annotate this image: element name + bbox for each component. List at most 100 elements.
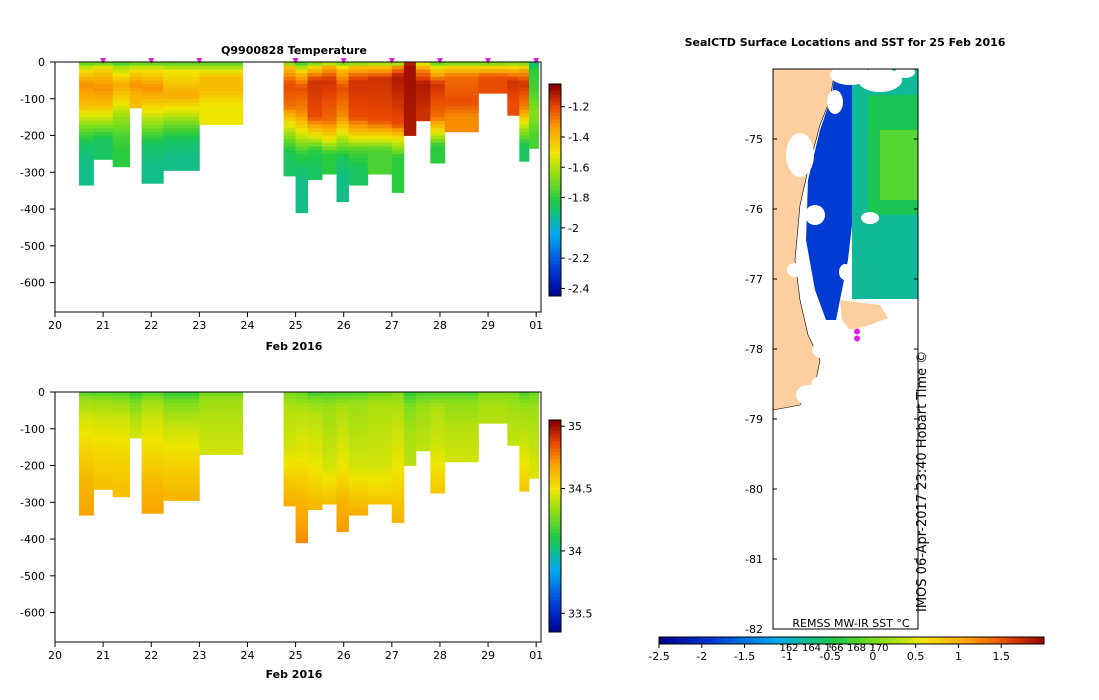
profile-cell [283, 168, 296, 173]
profile-cell [79, 403, 94, 408]
profile-cell [322, 458, 337, 463]
profile-cell [141, 469, 164, 474]
sst-map: SealCTD Surface Locations and SST for 25… [648, 36, 1045, 663]
colorbar-swatch [549, 200, 561, 205]
profile-cell [129, 406, 143, 411]
profile-cell [283, 472, 296, 477]
profile-cell [507, 73, 520, 78]
profile-cell [295, 120, 309, 125]
colorbar-swatch [817, 637, 824, 644]
profile-cell [199, 106, 244, 111]
profile-cell [430, 447, 446, 452]
colorbar-tick-label: -1.8 [568, 192, 589, 205]
profile-cell [163, 425, 200, 430]
profile-cell [322, 124, 337, 129]
profile-cell [391, 494, 405, 500]
profile-cell [391, 414, 405, 419]
profile-cell [93, 109, 114, 114]
profile-cell [367, 120, 393, 125]
profile-cell [403, 421, 417, 426]
profile-cell [79, 439, 94, 444]
profile-cell [336, 520, 349, 525]
profile-marker [196, 58, 203, 64]
profile-cell [322, 69, 337, 74]
colorbar-swatch [549, 610, 561, 615]
colorbar-swatch [549, 151, 561, 156]
profile-cell [295, 98, 309, 103]
profile-cell [391, 395, 405, 400]
profile-marker [388, 58, 395, 64]
profile-cell [79, 505, 94, 511]
profile-cell [322, 432, 337, 437]
profile-cell [403, 91, 417, 96]
profile-cell [93, 425, 114, 430]
profile-cell [112, 461, 130, 466]
profile-cell [79, 150, 94, 155]
profile-cell [507, 436, 520, 441]
colorbar-swatch [549, 518, 561, 523]
profile-cell [93, 62, 114, 67]
profile-cell [307, 146, 323, 151]
colorbar-swatch [549, 264, 561, 269]
profile-cell [79, 450, 94, 455]
profile-cell [93, 454, 114, 459]
profile-cell [307, 157, 323, 162]
colorbar-swatch [549, 543, 561, 548]
profile-cell [283, 98, 296, 103]
profile-cell [322, 428, 337, 433]
profile-cell [336, 436, 349, 441]
profile-cell [322, 483, 337, 488]
profile-cell [348, 168, 369, 173]
profile-column [163, 62, 200, 171]
profile-cell [430, 414, 446, 419]
profile-cell [430, 425, 446, 430]
profile-cell [322, 425, 337, 430]
profile-cell [528, 392, 539, 397]
profile-cell [403, 417, 417, 422]
profile-cell [519, 135, 530, 140]
profile-cell [295, 168, 309, 173]
profile-cell [283, 403, 296, 408]
profile-cell [112, 458, 130, 463]
profile-cell [403, 461, 417, 466]
profile-cell [391, 102, 405, 107]
profile-cell [322, 450, 337, 455]
profile-cell [141, 483, 164, 488]
profile-cell [93, 106, 114, 111]
profile-cell [430, 483, 446, 488]
profile-cell [322, 164, 337, 170]
profile-cell [141, 414, 164, 419]
profile-cell [478, 65, 508, 70]
colorbar-swatch [549, 253, 561, 258]
profile-cell [79, 172, 94, 177]
profile-cell [93, 414, 114, 419]
profile-cell [507, 84, 520, 89]
profile-cell [307, 502, 323, 507]
profile-cell [283, 131, 296, 136]
profile-cell [348, 73, 369, 78]
profile-cell [336, 458, 349, 463]
profile-cell [348, 476, 369, 481]
profile-cell [415, 80, 431, 85]
profile-cell [336, 483, 349, 488]
profile-cell [367, 117, 393, 122]
profile-cell [199, 76, 244, 81]
colorbar-swatch [549, 497, 561, 502]
profile-cell [336, 98, 349, 103]
profile-cell [444, 91, 479, 96]
profile-cell [336, 128, 349, 133]
profile-cell [295, 399, 309, 404]
profile-cell [336, 175, 349, 181]
profile-cell [336, 417, 349, 422]
profile-cell [348, 106, 369, 111]
profile-cell [307, 120, 323, 125]
profile-cell [367, 476, 393, 481]
profile-cell [430, 439, 446, 444]
profile-cell [391, 128, 405, 133]
profile-cell [295, 458, 309, 463]
profile-column [336, 392, 349, 533]
profile-cell [367, 439, 393, 444]
profile-cell [336, 491, 349, 496]
colorbar-tick-label: 34.5 [568, 483, 593, 496]
profile-cell [322, 487, 337, 492]
